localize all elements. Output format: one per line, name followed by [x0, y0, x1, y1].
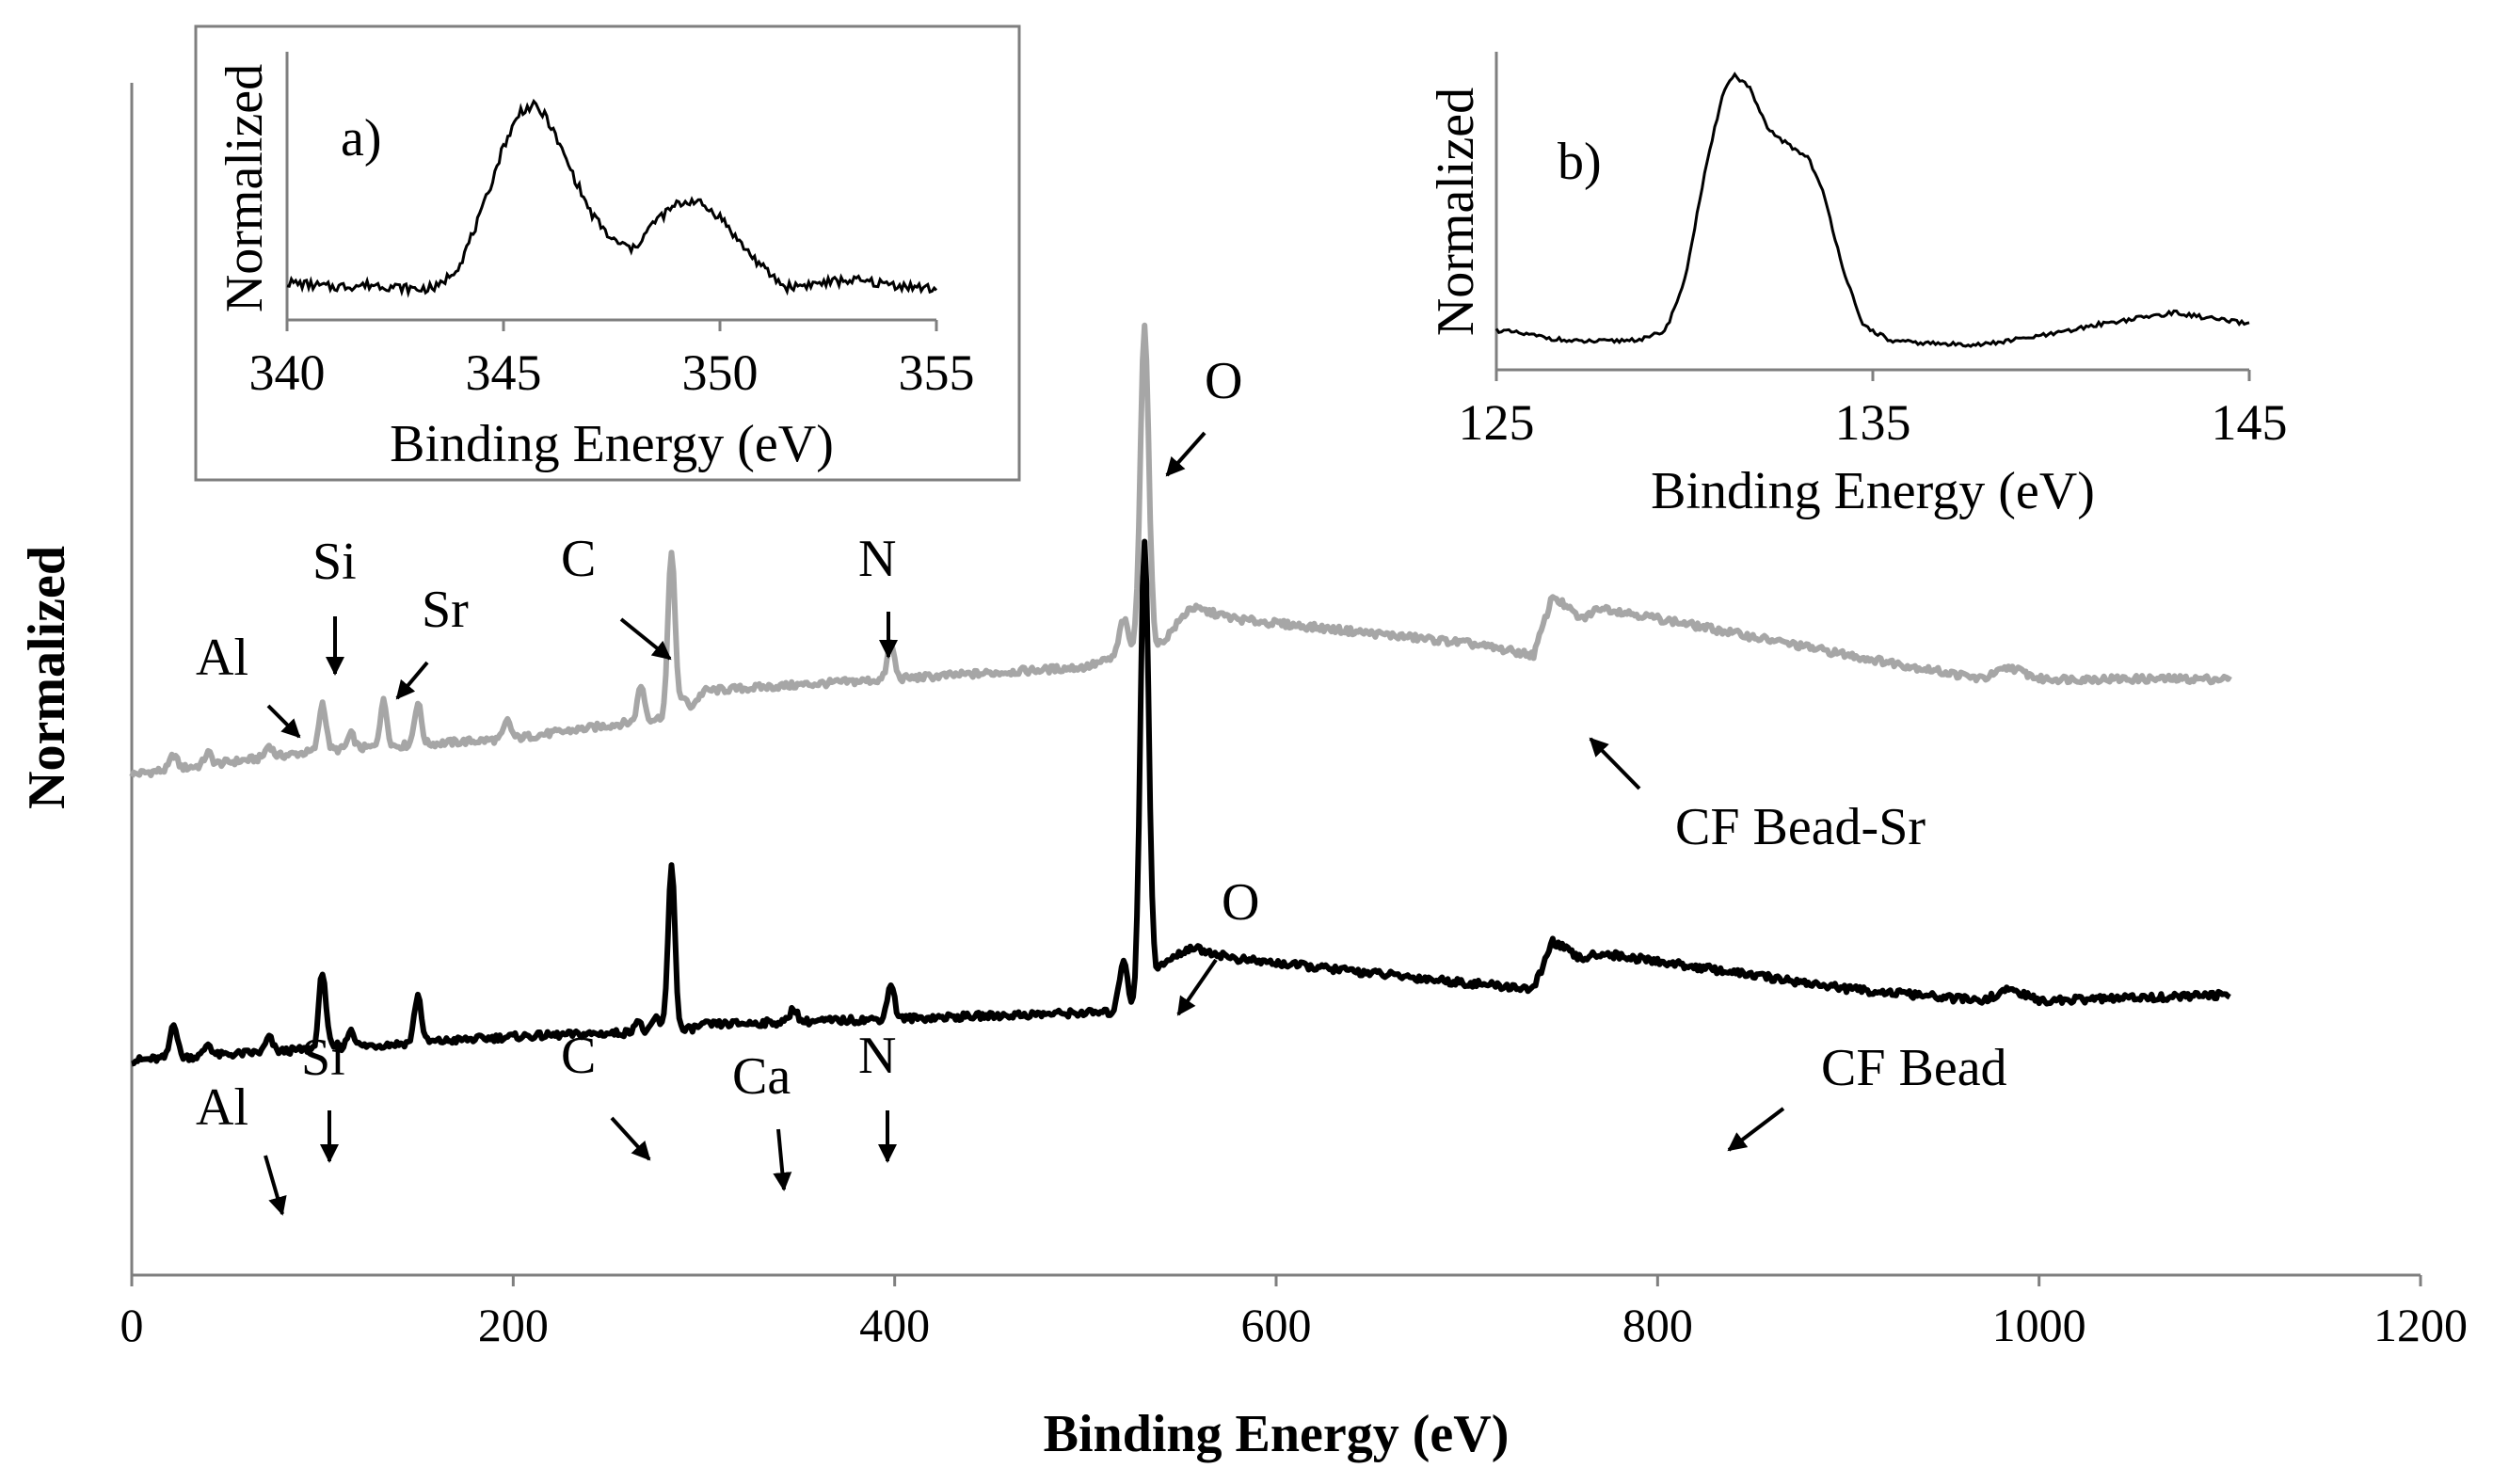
- main-x-tick-label: 600: [1241, 1299, 1312, 1351]
- main-x-axis-title: Binding Energy (eV): [1044, 1405, 1510, 1463]
- inset-b-x-tick-label: 135: [1835, 394, 1911, 451]
- annotation-sr-n: N: [858, 530, 896, 588]
- inset-b-x-tick-label: 145: [2212, 394, 2288, 451]
- annotation-sr-al: Al: [196, 629, 248, 687]
- main-x-tick-label: 200: [478, 1299, 549, 1351]
- inset-a-x-tick-label: 355: [899, 344, 975, 401]
- annotation-sr-sr-arrow: [395, 661, 429, 700]
- main-x-tick-label: 800: [1622, 1299, 1693, 1351]
- inset-a-x-ticks: 340 345 350 355: [249, 320, 975, 401]
- annotation-cf-c: C: [561, 1027, 596, 1085]
- annotations-cf-bead: Al Si C Ca N O CF Bead: [196, 873, 2007, 1216]
- annotation-cf-bead: CF Bead: [1821, 1039, 2007, 1097]
- main-x-tick-label: 400: [859, 1299, 930, 1351]
- annotations-cf-bead-sr: Al Si Sr C N O CF Bead-Sr: [196, 352, 1926, 856]
- inset-b-x-ticks: 125 135 145: [1459, 370, 2288, 451]
- inset-b: 125 135 145 b) Binding Energy (eV) Normali…: [1427, 52, 2288, 520]
- annotation-cf-ca: Ca: [732, 1047, 791, 1106]
- inset-a: 340 345 350 355 a) Binding Energy (eV) Norm…: [194, 24, 1021, 482]
- inset-a-frame: [194, 24, 1021, 482]
- annotation-sr-o: O: [1205, 352, 1242, 410]
- annotation-sr-c: C: [561, 530, 596, 588]
- annotation-cf-bead-arrow: [1727, 1107, 1785, 1152]
- inset-a-x-tick-label: 340: [249, 344, 326, 401]
- main-x-tick-label: 0: [120, 1299, 144, 1351]
- inset-b-y-title: Normalized: [1427, 88, 1485, 336]
- inset-a-x-title: Binding Energy (eV): [390, 415, 834, 473]
- annotation-cf-al: Al: [196, 1078, 248, 1137]
- main-chart: 0 200 400 600 800 1000 1200 Binding Energy (eV…: [18, 83, 2468, 1463]
- inset-b-series-line: [1494, 72, 2250, 348]
- annotation-cf-bead-sr-arrow: [1589, 737, 1641, 790]
- annotation-cf-al-arrow: [264, 1155, 287, 1216]
- annotation-sr-sr: Sr: [422, 581, 469, 639]
- annotation-sr-c-arrow: [619, 617, 672, 661]
- inset-a-y-title: Normalized: [216, 64, 274, 312]
- annotation-cf-si: Si: [301, 1029, 345, 1087]
- inset-a-series-line: [286, 98, 938, 298]
- annotation-sr-al-arrow: [266, 704, 301, 739]
- annotation-cf-bead-sr: CF Bead-Sr: [1675, 798, 1926, 856]
- main-x-tick-label: 1000: [1992, 1299, 2086, 1351]
- inset-b-x-title: Binding Energy (eV): [1651, 462, 2095, 520]
- annotation-cf-c-arrow: [610, 1116, 651, 1161]
- main-x-ticks: 0 200 400 600 800 1000 1200: [120, 1275, 2468, 1351]
- main-x-tick-label: 1200: [2373, 1299, 2468, 1351]
- annotation-sr-o-arrow: [1165, 431, 1207, 477]
- series-line-cf-bead-sr: [129, 322, 2232, 778]
- inset-a-x-tick-label: 345: [466, 344, 542, 401]
- inset-b-x-tick-label: 125: [1459, 394, 1535, 451]
- main-y-axis-title: Normalized: [18, 546, 76, 809]
- annotation-cf-ca-arrow: [773, 1128, 792, 1191]
- main-series-group: [129, 322, 2232, 1067]
- series-line-cf-bead: [131, 538, 2231, 1067]
- annotation-cf-n: N: [858, 1027, 896, 1085]
- inset-a-label: a): [341, 109, 382, 168]
- annotation-sr-si: Si: [312, 533, 357, 591]
- inset-a-x-tick-label: 350: [682, 344, 759, 401]
- annotation-cf-o: O: [1222, 873, 1259, 932]
- annotation-cf-o-arrow: [1176, 958, 1218, 1016]
- inset-b-label: b): [1558, 133, 1602, 191]
